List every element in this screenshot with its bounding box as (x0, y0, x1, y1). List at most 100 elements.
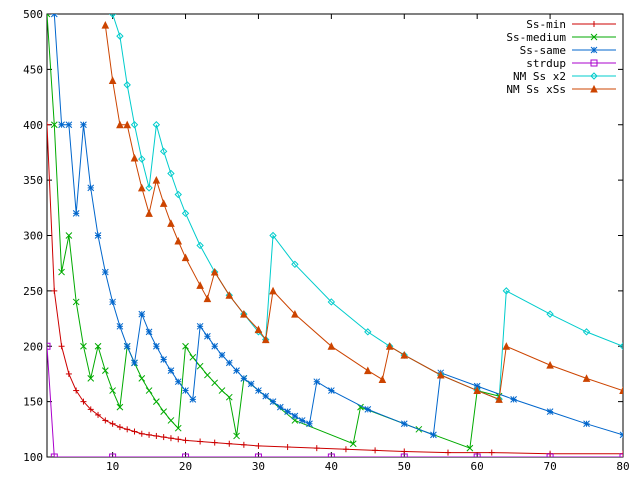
data-point (94, 342, 102, 350)
data-point (116, 424, 123, 431)
data-point (101, 268, 109, 276)
data-point (619, 431, 623, 439)
x-tick-label: 80 (616, 460, 629, 473)
data-point (269, 231, 277, 240)
data-point (582, 328, 591, 336)
legend-marker (590, 59, 598, 67)
data-point (80, 121, 87, 129)
data-point (80, 342, 87, 350)
data-point (87, 375, 95, 382)
data-point (109, 298, 116, 306)
data-point (145, 387, 153, 394)
data-point (400, 453, 408, 457)
data-point (138, 155, 146, 163)
axis-ticks: 10 20 30 40 50 60 70 80 100 150 200 250 300 350 400 450… (23, 8, 630, 473)
data-point (211, 439, 218, 446)
x-tick-label: 30 (252, 460, 265, 473)
data-point (138, 310, 146, 318)
data-point (255, 442, 262, 449)
data-point (233, 432, 240, 440)
data-point (123, 81, 131, 89)
data-point (291, 412, 299, 420)
data-point (116, 120, 124, 129)
data-point (364, 406, 372, 413)
data-point (546, 408, 554, 415)
data-point (58, 268, 65, 276)
data-point (47, 342, 51, 350)
data-point (94, 232, 102, 239)
data-point (182, 453, 190, 457)
data-point (50, 14, 58, 18)
data-point (47, 121, 50, 128)
y-tick-label: 400 (23, 119, 43, 132)
data-point (473, 453, 481, 457)
data-point (138, 430, 145, 437)
data-point (109, 453, 117, 457)
y-tick-label: 100 (23, 451, 43, 464)
data-point (65, 121, 73, 129)
data-point (167, 435, 174, 442)
data-point (101, 367, 109, 374)
data-point (152, 176, 161, 184)
data-point (276, 403, 284, 411)
data-point (502, 342, 511, 350)
legend-marker (591, 21, 597, 27)
data-point (174, 190, 182, 199)
data-point (167, 169, 175, 178)
data-point (306, 420, 313, 428)
data-point (225, 393, 233, 401)
data-point (240, 310, 248, 318)
data-point (401, 448, 408, 455)
data-point (247, 380, 255, 388)
data-point (138, 375, 146, 382)
data-point (204, 332, 211, 340)
data-point (159, 147, 168, 156)
data-point (327, 453, 335, 457)
data-point (210, 267, 219, 276)
x-tick-label: 70 (543, 460, 556, 473)
data-point (159, 199, 168, 207)
data-point (619, 386, 623, 395)
data-point (137, 183, 146, 192)
data-point (146, 431, 153, 438)
data-point (109, 420, 116, 427)
data-point (189, 353, 197, 361)
data-point (364, 366, 372, 375)
data-point (495, 395, 503, 403)
data-point (510, 396, 517, 403)
data-point (116, 403, 124, 411)
data-point (65, 370, 72, 377)
data-point (466, 444, 474, 452)
series-layer (47, 14, 623, 457)
data-point (327, 342, 336, 350)
data-point (145, 184, 153, 192)
data-point (211, 379, 219, 387)
data-point (101, 20, 110, 29)
data-point (400, 420, 408, 428)
series-ss-min (47, 121, 623, 457)
legend-label: NM Ss x2 (513, 70, 566, 83)
data-point (502, 287, 511, 295)
data-point (87, 406, 94, 413)
data-point (174, 378, 182, 386)
data-point (298, 417, 306, 424)
data-point (254, 453, 262, 457)
data-point (65, 232, 73, 239)
y-tick-label: 300 (23, 230, 43, 243)
data-point (385, 342, 394, 350)
data-point (582, 374, 591, 382)
data-point (218, 387, 226, 394)
data-point (473, 382, 481, 390)
data-point (124, 426, 131, 433)
data-point (153, 398, 160, 405)
data-point (72, 209, 80, 217)
data-point (153, 432, 160, 439)
data-point (182, 342, 189, 350)
legend-marker (590, 84, 598, 93)
data-point (196, 322, 204, 330)
data-point (87, 184, 95, 192)
data-point (58, 121, 65, 129)
data-point (203, 294, 212, 303)
data-point (196, 241, 204, 250)
